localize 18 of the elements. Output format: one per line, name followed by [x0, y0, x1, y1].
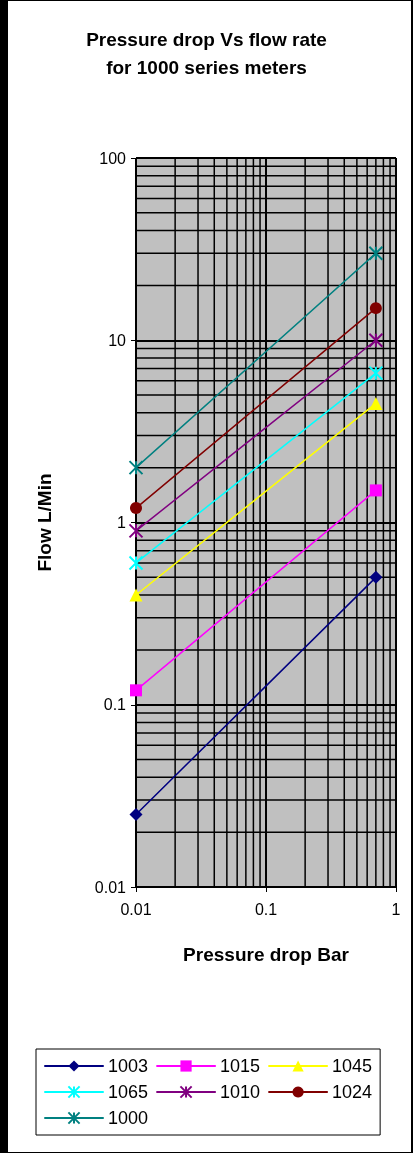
legend-label: 1015 [220, 1056, 261, 1076]
legend-label: 1003 [108, 1056, 149, 1076]
legend-label: 1024 [332, 1082, 373, 1102]
x-tick-label: 0.01 [120, 900, 152, 918]
y-tick-label: 0.1 [103, 696, 127, 714]
legend-label: 1065 [108, 1082, 149, 1102]
y-axis-title: Flow L/Min [34, 473, 55, 572]
x-tick-label: 1 [391, 900, 401, 918]
y-tick-label: 1 [117, 514, 127, 531]
legend-label: 1000 [108, 1108, 149, 1128]
chart-title: Pressure drop Vs flow rate for 1000 series meters [86, 28, 327, 78]
legend-label: 1045 [332, 1056, 373, 1076]
x-axis-title: Pressure drop Bar [183, 944, 350, 965]
legend-label: 1010 [220, 1082, 261, 1102]
x-tick-label: 0.1 [254, 900, 278, 918]
y-tick-label: 10 [108, 331, 127, 349]
y-tick-label: 100 [99, 149, 127, 167]
y-tick-label: 0.01 [94, 878, 127, 896]
